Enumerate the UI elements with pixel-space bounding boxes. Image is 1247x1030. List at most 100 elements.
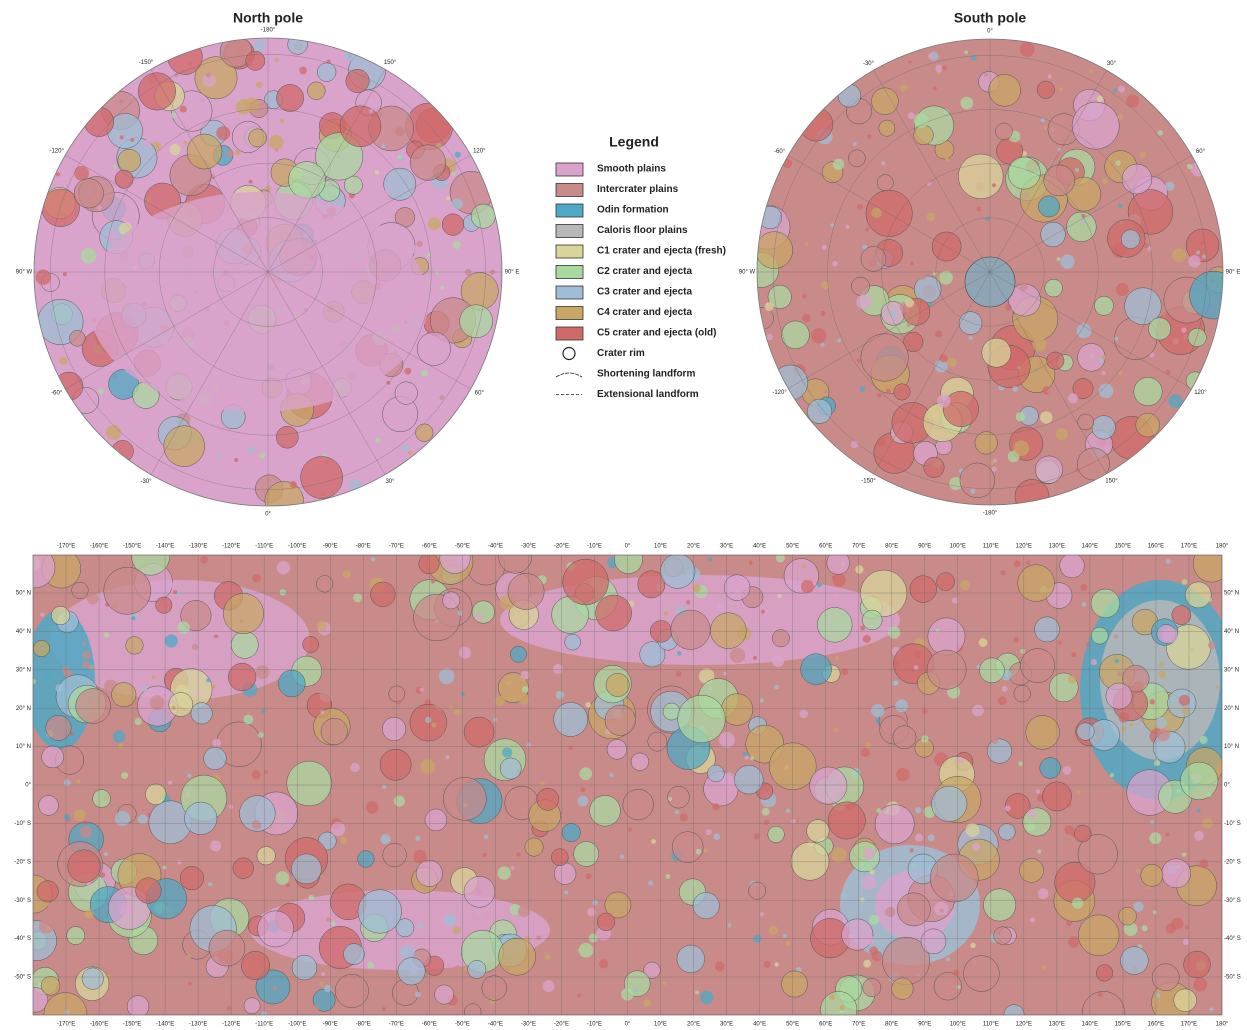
terrain-blob	[1210, 1007, 1214, 1011]
terrain-blob	[174, 73, 178, 77]
longitude-label: -100°E	[288, 544, 306, 550]
terrain-blob	[774, 962, 778, 966]
terrain-blob	[510, 646, 526, 662]
terrain-blob	[1126, 95, 1139, 108]
terrain-blob	[257, 847, 275, 865]
terrain-blob	[89, 665, 94, 670]
terrain-blob	[69, 330, 85, 346]
terrain-blob	[831, 847, 846, 862]
terrain-blob	[537, 788, 559, 810]
terrain-blob	[869, 869, 875, 875]
terrain-blob	[1058, 641, 1062, 645]
terrain-blob	[1045, 279, 1063, 297]
terrain-blob	[31, 679, 36, 684]
longitude-label: 110°E	[983, 1022, 999, 1028]
terrain-blob	[605, 705, 636, 736]
terrain-blob	[219, 176, 223, 180]
degree-label: 150°	[1105, 478, 1118, 484]
latitude-label: -20° S	[1224, 859, 1241, 865]
terrain-blob	[677, 651, 682, 656]
terrain-blob	[848, 150, 865, 167]
terrain-blob	[979, 658, 1004, 683]
terrain-blob	[801, 654, 832, 685]
terrain-blob	[453, 927, 461, 935]
terrain-blob	[274, 58, 278, 62]
terrain-blob	[335, 974, 368, 1007]
terrain-blob	[804, 242, 808, 246]
degree-label: 60°	[1196, 149, 1206, 155]
terrain-blob	[420, 688, 424, 692]
terrain-blob	[1148, 318, 1170, 340]
terrain-blob	[83, 820, 87, 824]
terrain-blob	[915, 807, 921, 813]
terrain-blob	[1060, 553, 1085, 578]
terrain-blob	[1080, 584, 1087, 591]
terrain-blob	[1068, 936, 1079, 947]
terrain-blob	[554, 863, 576, 885]
longitude-label: -100°E	[288, 1022, 306, 1028]
longitude-label: -50°E	[455, 1022, 470, 1028]
terrain-blob	[1008, 157, 1040, 189]
terrain-blob	[861, 334, 909, 382]
terrain-blob	[68, 850, 101, 883]
terrain-blob	[904, 91, 910, 97]
longitude-label: -120°E	[222, 544, 240, 550]
terrain-blob	[986, 217, 990, 221]
terrain-blob	[1154, 760, 1160, 766]
terrain-blob	[835, 656, 839, 660]
terrain-blob	[1037, 850, 1041, 854]
terrain-blob	[648, 881, 653, 886]
terrain-blob	[482, 976, 507, 1001]
terrain-blob	[939, 354, 947, 362]
terrain-blob	[597, 913, 615, 931]
terrain-blob	[574, 841, 599, 866]
terrain-blob	[952, 597, 958, 603]
terrain-blob	[981, 629, 985, 633]
terrain-blob	[113, 967, 127, 981]
terrain-blob	[416, 424, 434, 442]
terrain-blob	[828, 802, 865, 839]
terrain-blob	[700, 991, 714, 1005]
terrain-blob	[468, 960, 486, 978]
terrain-blob	[451, 966, 465, 980]
legend-label: Shortening landform	[597, 369, 695, 380]
latitude-label: -40° S	[14, 936, 31, 942]
terrain-blob	[1200, 736, 1208, 744]
terrain-blob	[208, 882, 212, 886]
terrain-blob	[861, 748, 870, 757]
terrain-blob	[1020, 42, 1035, 57]
terrain-blob	[525, 838, 543, 856]
degree-label: 30°	[1107, 61, 1117, 67]
terrain-blob	[169, 693, 193, 717]
terrain-blob	[910, 261, 914, 265]
smooth-plains	[88, 192, 428, 412]
latitude-label: -30° S	[1224, 898, 1241, 904]
longitude-label: -160°E	[90, 544, 108, 550]
terrain-blob	[928, 618, 965, 655]
terrain-blob	[288, 34, 308, 54]
terrain-blob	[953, 970, 959, 976]
longitude-label: -110°E	[255, 1022, 273, 1028]
terrain-blob	[386, 381, 390, 385]
terrain-blob	[579, 943, 594, 958]
terrain-blob	[982, 338, 1011, 367]
terrain-blob	[151, 675, 155, 679]
longitude-label: 140°E	[1082, 544, 1098, 550]
terrain-blob	[308, 895, 314, 901]
terrain-blob	[210, 840, 221, 851]
terrain-blob	[286, 883, 290, 887]
degree-label: 150°	[384, 60, 397, 66]
terrain-blob	[138, 814, 148, 824]
terrain-blob	[1182, 853, 1186, 857]
latitude-label: 10° N	[1224, 744, 1239, 750]
terrain-blob	[705, 829, 711, 835]
longitude-label: 80°E	[885, 1022, 898, 1028]
terrain-blob	[910, 62, 915, 67]
terrain-blob	[1140, 718, 1144, 722]
latitude-label: -10° S	[1224, 821, 1241, 827]
terrain-blob	[923, 778, 939, 794]
latitude-label: 20° N	[1224, 706, 1239, 712]
terrain-blob	[171, 113, 176, 118]
terrain-blob	[1159, 662, 1164, 667]
terrain-blob	[1071, 612, 1083, 624]
